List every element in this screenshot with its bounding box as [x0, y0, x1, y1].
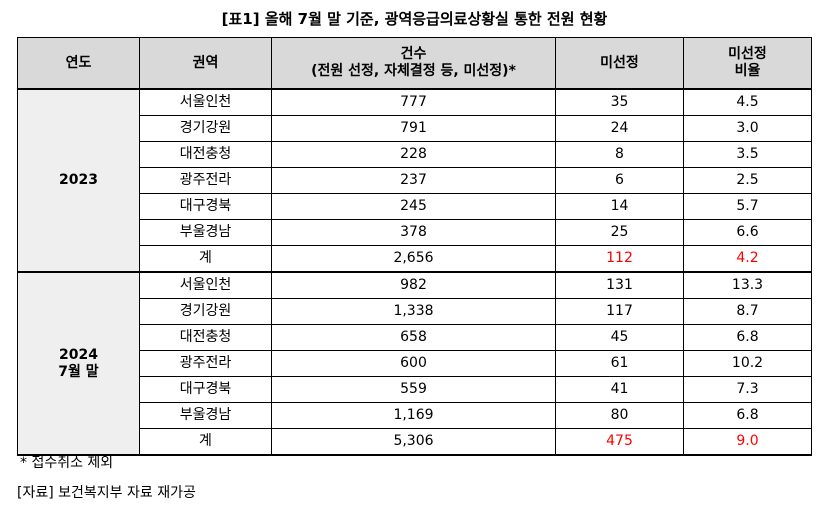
table-row: 부울경남 378 25 6.6 — [18, 219, 812, 246]
total-unselected-cell: 475 — [555, 428, 684, 456]
header-ratio: 미선정 비율 — [683, 37, 812, 90]
unselected-cell: 8 — [555, 141, 684, 168]
total-row: 계 2,656 112 4.2 — [18, 245, 812, 273]
unselected-cell: 6 — [555, 167, 684, 194]
ratio-cell: 5.7 — [683, 193, 812, 220]
table-row: 대구경북 559 41 7.3 — [18, 376, 812, 403]
year-cell-2024: 2024 7월 말 — [17, 271, 140, 456]
unselected-cell: 14 — [555, 193, 684, 220]
count-cell: 658 — [271, 324, 556, 351]
region-cell: 광주전라 — [139, 350, 272, 377]
region-cell: 서울인천 — [139, 271, 272, 299]
header-year: 연도 — [17, 37, 140, 90]
table-row: 2024 7월 말 서울인천 982 131 13.3 — [17, 271, 812, 456]
header-count: 건수 (전원 선정, 자체결정 등, 미선정)* — [271, 37, 556, 90]
total-row: 계 5,306 475 9.0 — [18, 428, 812, 456]
region-cell: 대구경북 — [139, 376, 272, 403]
total-unselected-cell: 112 — [555, 245, 684, 273]
unselected-cell: 80 — [555, 402, 684, 429]
ratio-cell: 2.5 — [683, 167, 812, 194]
region-cell: 대구경북 — [139, 193, 272, 220]
header-count-line2: (전원 선정, 자체결정 등, 미선정)* — [311, 63, 516, 79]
year-label: 2024 — [59, 346, 98, 363]
ratio-cell: 3.0 — [683, 115, 812, 142]
total-label-cell: 계 — [139, 428, 272, 456]
table-row: 광주전라 237 6 2.5 — [18, 167, 812, 194]
count-cell: 228 — [271, 141, 556, 168]
region-cell: 부울경남 — [139, 402, 272, 429]
count-cell: 791 — [271, 115, 556, 142]
total-ratio-cell: 4.2 — [683, 245, 812, 273]
table-row: 2023 서울인천 777 35 4.5 — [17, 88, 812, 273]
header-row: 연도 권역 건수 (전원 선정, 자체결정 등, 미선정)* 미선정 미선정 비… — [17, 37, 812, 90]
total-label-cell: 계 — [139, 245, 272, 273]
table-title: [표1] 올해 7월 말 기준, 광역응급의료상황실 통한 전원 현황 — [221, 10, 608, 28]
ratio-cell: 6.6 — [683, 219, 812, 246]
total-count-cell: 5,306 — [271, 428, 556, 456]
table-row: 경기강원 791 24 3.0 — [18, 115, 812, 142]
header-count-line1: 건수 — [400, 46, 427, 63]
unselected-cell: 41 — [555, 376, 684, 403]
region-cell: 광주전라 — [139, 167, 272, 194]
count-cell: 237 — [271, 167, 556, 194]
count-cell: 600 — [271, 350, 556, 377]
ratio-cell: 8.7 — [683, 298, 812, 325]
unselected-cell: 35 — [555, 88, 684, 116]
count-cell: 1,169 — [271, 402, 556, 429]
year-sublabel: 7월 말 — [58, 363, 99, 380]
footnote: * 접수취소 제외 — [20, 455, 114, 471]
count-cell: 378 — [271, 219, 556, 246]
total-ratio-cell: 9.0 — [683, 428, 812, 456]
table-row: 대전충청 228 8 3.5 — [18, 141, 812, 168]
year-label: 2023 — [59, 172, 98, 189]
count-cell: 1,338 — [271, 298, 556, 325]
unselected-cell: 24 — [555, 115, 684, 142]
ratio-cell: 6.8 — [683, 402, 812, 429]
unselected-cell: 131 — [555, 271, 684, 299]
region-cell: 부울경남 — [139, 219, 272, 246]
ratio-cell: 6.8 — [683, 324, 812, 351]
table-row: 부울경남 1,169 80 6.8 — [18, 402, 812, 429]
count-cell: 777 — [271, 88, 556, 116]
data-table: 연도 권역 건수 (전원 선정, 자체결정 등, 미선정)* 미선정 미선정 비… — [17, 37, 812, 456]
count-cell: 559 — [271, 376, 556, 403]
header-unselected: 미선정 — [555, 37, 684, 90]
region-cell: 서울인천 — [139, 88, 272, 116]
total-count-cell: 2,656 — [271, 245, 556, 273]
source-note: [자료] 보건복지부 자료 재가공 — [17, 485, 196, 501]
ratio-cell: 10.2 — [683, 350, 812, 377]
unselected-cell: 117 — [555, 298, 684, 325]
ratio-cell: 13.3 — [683, 271, 812, 299]
table-row: 대전충청 658 45 6.8 — [18, 324, 812, 351]
year-cell-2023: 2023 — [17, 88, 140, 273]
ratio-cell: 3.5 — [683, 141, 812, 168]
header-ratio-line2: 비율 — [734, 63, 761, 79]
header-ratio-line1: 미선정 — [728, 46, 767, 63]
count-cell: 245 — [271, 193, 556, 220]
unselected-cell: 25 — [555, 219, 684, 246]
region-cell: 대전충청 — [139, 324, 272, 351]
ratio-cell: 4.5 — [683, 88, 812, 116]
table-row: 광주전라 600 61 10.2 — [18, 350, 812, 377]
header-region: 권역 — [139, 37, 272, 90]
region-cell: 경기강원 — [139, 298, 272, 325]
unselected-cell: 45 — [555, 324, 684, 351]
region-cell: 대전충청 — [139, 141, 272, 168]
ratio-cell: 7.3 — [683, 376, 812, 403]
unselected-cell: 61 — [555, 350, 684, 377]
region-cell: 경기강원 — [139, 115, 272, 142]
count-cell: 982 — [271, 271, 556, 299]
